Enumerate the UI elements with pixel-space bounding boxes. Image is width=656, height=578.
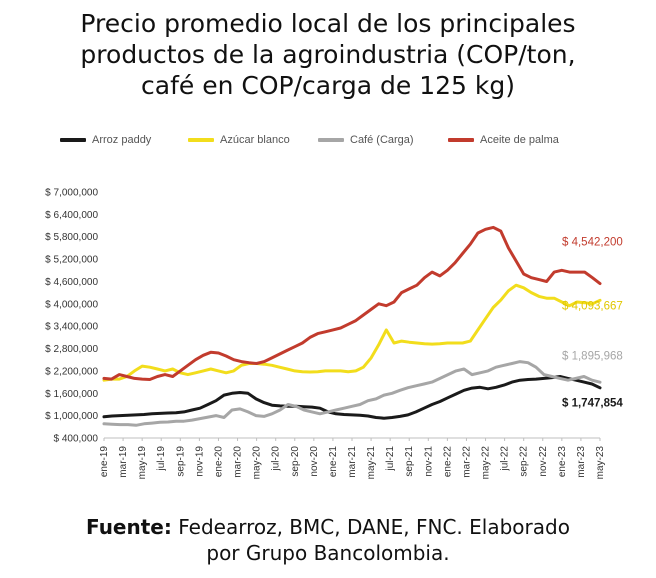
x-tick-label: sep-21 — [404, 446, 415, 477]
legend-item-azucar: Azúcar blanco — [188, 130, 290, 150]
y-tick-label: $ 7,000,000 — [45, 188, 98, 199]
x-tick-label: mar-20 — [233, 446, 244, 478]
x-tick-label: sep-19 — [175, 446, 186, 477]
legend-item-cafe: Café (Carga) — [318, 130, 414, 150]
y-tick-label: $ 4,600,000 — [45, 277, 98, 288]
end-label-2: $ 1,895,968 — [562, 351, 623, 363]
legend-label-azucar: Azúcar blanco — [220, 134, 290, 146]
end-label-0: $ 1,747,854 — [562, 397, 623, 409]
source-note: Fuente: Fedearroz, BMC, DANE, FNC. Elabo… — [0, 514, 656, 566]
source-text-2: por Grupo Bancolombia. — [206, 541, 450, 565]
series-line-3 — [102, 225, 602, 381]
x-tick-label: may-22 — [481, 446, 492, 480]
legend-label-arroz: Arroz paddy — [92, 134, 152, 146]
chart-legend: Arroz paddy Azúcar blanco Café (Carga) A… — [60, 130, 656, 150]
x-tick-label: jul-19 — [156, 446, 167, 472]
x-tick-label: jul-20 — [271, 446, 282, 472]
chart-title-line-2: productos de la agroindustria (COP/ton, — [80, 40, 576, 69]
chart-title: Precio promedio local de los principales… — [0, 8, 656, 101]
x-tick-label: ene-23 — [557, 446, 568, 478]
x-tick-label: jul-21 — [385, 446, 396, 472]
x-tick-label: may-23 — [595, 446, 606, 480]
y-tick-label: $ 2,800,000 — [45, 344, 98, 355]
x-tick-label: nov-20 — [309, 446, 320, 477]
x-tick-label: mar-22 — [461, 446, 472, 478]
end-label-3: $ 4,542,200 — [562, 237, 623, 249]
x-tick-label: sep-20 — [290, 446, 301, 477]
legend-label-palma: Aceite de palma — [480, 134, 559, 146]
y-tick-label: $ 6,400,000 — [45, 210, 98, 221]
legend-item-arroz: Arroz paddy — [60, 130, 151, 150]
chart-title-line-1: Precio promedio local de los principales — [80, 9, 576, 38]
x-tick-label: ene-20 — [213, 446, 224, 478]
x-tick-label: ene-21 — [328, 446, 339, 478]
series-line-0 — [102, 375, 602, 420]
x-tick-label: may-20 — [252, 446, 263, 480]
series-layer — [102, 225, 602, 427]
x-tick-label: ene-19 — [99, 446, 110, 478]
source-text-1: Fedearroz, BMC, DANE, FNC. Elaborado — [171, 515, 570, 539]
x-tick-label: ene-22 — [442, 446, 453, 478]
chart-title-line-3: café en COP/carga de 125 kg) — [141, 71, 515, 100]
y-tick-label: $ 3,400,000 — [45, 322, 98, 333]
source-label: Fuente: — [86, 515, 172, 539]
y-tick-label: $ 1,600,000 — [45, 389, 98, 400]
legend-item-palma: Aceite de palma — [448, 130, 559, 150]
y-tick-label: $ 4,000,000 — [45, 299, 98, 310]
legend-swatch-azucar — [188, 138, 214, 142]
y-tick-label: $ 400,000 — [54, 434, 99, 445]
y-tick-label: $ 5,800,000 — [45, 232, 98, 243]
x-tick-label: nov-21 — [423, 446, 434, 477]
x-tick-label: may-19 — [137, 446, 148, 480]
y-tick-label: $ 5,200,000 — [45, 255, 98, 266]
x-tick-label: mar-19 — [118, 446, 129, 478]
legend-swatch-arroz — [60, 138, 86, 142]
line-chart: $ 400,000 $ 1,000,000 $ 1,600,000 $ 2,200,0… — [45, 188, 623, 480]
x-tick-label: mar-23 — [576, 446, 587, 478]
end-label-1: $ 4,093,667 — [562, 300, 623, 312]
x-axis: ene-19 mar-19 may-19 jul-19 sep-19 nov-19 ene-… — [99, 437, 606, 480]
x-tick-label: mar-21 — [347, 446, 358, 478]
series-line-2 — [102, 360, 602, 427]
legend-label-cafe: Café (Carga) — [350, 134, 414, 146]
x-tick-label: nov-19 — [194, 446, 205, 477]
x-tick-label: jul-22 — [500, 446, 511, 472]
x-tick-label: may-21 — [366, 446, 377, 480]
series-line-1 — [102, 283, 602, 382]
y-tick-label: $ 1,000,000 — [45, 411, 98, 422]
y-axis: $ 400,000 $ 1,000,000 $ 1,600,000 $ 2,200,0… — [45, 188, 98, 445]
x-tick-label: nov-22 — [538, 446, 549, 477]
y-tick-label: $ 2,200,000 — [45, 366, 98, 377]
source-line-1: Fuente: Fedearroz, BMC, DANE, FNC. Elabo… — [0, 514, 656, 540]
end-label-layer: $ 1,747,854 $ 4,093,667 $ 1,895,968 $ 4,542… — [562, 237, 623, 410]
legend-swatch-palma — [448, 138, 474, 142]
x-tick-label: sep-22 — [519, 446, 530, 477]
legend-swatch-cafe — [318, 138, 344, 142]
